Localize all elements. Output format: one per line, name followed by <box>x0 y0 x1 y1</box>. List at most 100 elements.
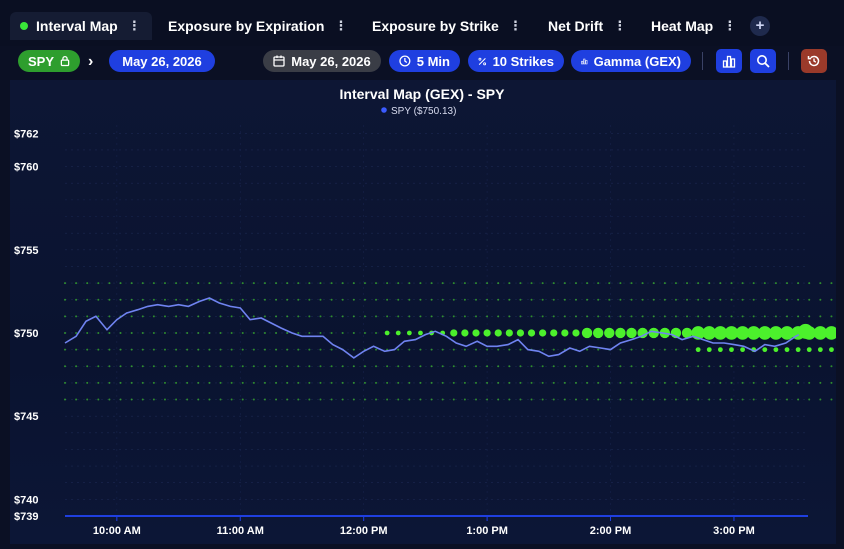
gex-dot <box>75 349 77 351</box>
gex-dot <box>331 382 333 384</box>
gex-dot <box>75 299 77 301</box>
tab-menu-icon[interactable]: ⋮ <box>334 18 347 34</box>
gex-dot <box>397 349 399 351</box>
gex-dot <box>653 382 655 384</box>
gex-dot <box>742 315 744 317</box>
gex-dot <box>575 365 577 367</box>
gex-dot <box>797 315 799 317</box>
gex-dot <box>697 399 699 401</box>
gex-dot <box>408 382 410 384</box>
chart-view-button[interactable] <box>716 49 742 73</box>
tab-menu-icon[interactable]: ⋮ <box>509 18 522 34</box>
gex-dot <box>131 282 133 284</box>
gex-dot <box>453 349 455 351</box>
interval-button[interactable]: 5 Min <box>389 50 460 72</box>
gex-dot <box>586 282 588 284</box>
date-select-button[interactable]: May 26, 2026 <box>109 50 215 72</box>
tab-menu-icon[interactable]: ⋮ <box>613 18 626 34</box>
gex-dot <box>75 332 77 334</box>
gex-dot <box>275 382 277 384</box>
gex-dot <box>797 399 799 401</box>
gex-dot <box>675 315 677 317</box>
gex-dot <box>164 315 166 317</box>
legend-marker <box>381 107 387 113</box>
gex-dot <box>830 282 832 284</box>
gex-dot <box>264 365 266 367</box>
gex-dot <box>604 328 614 338</box>
gex-dot <box>142 399 144 401</box>
gex-dot <box>153 332 155 334</box>
gex-dot <box>575 382 577 384</box>
reset-button[interactable] <box>801 49 827 73</box>
gex-dot <box>264 282 266 284</box>
gex-dot <box>486 349 488 351</box>
gex-dot <box>442 399 444 401</box>
add-tab-button[interactable]: + <box>750 16 770 36</box>
gex-dot <box>197 299 199 301</box>
gex-dot <box>742 382 744 384</box>
tab-bar: Interval Map ⋮ Exposure by Expiration ⋮ … <box>0 0 844 46</box>
gex-dot <box>319 282 321 284</box>
tab-interval-map[interactable]: Interval Map ⋮ <box>10 12 152 40</box>
gex-dot <box>553 349 555 351</box>
tab-net-drift[interactable]: Net Drift ⋮ <box>538 12 636 40</box>
gex-dot <box>664 299 666 301</box>
gex-dot <box>375 349 377 351</box>
gex-dot <box>608 382 610 384</box>
gex-dot <box>308 382 310 384</box>
gex-dot <box>231 282 233 284</box>
ticker-button[interactable]: SPY <box>18 50 80 72</box>
gex-dot <box>175 365 177 367</box>
gex-dot <box>818 347 823 352</box>
gex-dot <box>486 382 488 384</box>
gex-dot <box>220 365 222 367</box>
gex-dot <box>597 315 599 317</box>
gex-dot <box>542 282 544 284</box>
gex-dot <box>531 299 533 301</box>
bar-chart-icon <box>722 55 736 68</box>
gex-dot <box>242 299 244 301</box>
tab-menu-icon[interactable]: ⋮ <box>128 18 141 34</box>
strikes-button[interactable]: 10 Strikes <box>468 50 564 72</box>
interval-map-chart[interactable]: Interval Map (GEX) - SPY SPY ($750.13) $… <box>10 80 836 544</box>
gex-dot <box>231 299 233 301</box>
gex-dot <box>131 299 133 301</box>
gex-dot <box>664 315 666 317</box>
tab-heat-map[interactable]: Heat Map ⋮ <box>641 12 746 40</box>
gex-dot <box>319 332 321 334</box>
legend-label[interactable]: SPY ($750.13) <box>391 106 456 117</box>
gex-dot <box>186 332 188 334</box>
gex-dot <box>542 299 544 301</box>
gex-dot <box>586 365 588 367</box>
gex-dot <box>231 365 233 367</box>
date-filter-button[interactable]: May 26, 2026 <box>263 50 381 72</box>
gex-dot <box>319 299 321 301</box>
gex-dot <box>531 399 533 401</box>
gex-dot <box>819 315 821 317</box>
gex-dot <box>453 315 455 317</box>
tab-label: Heat Map <box>651 18 713 34</box>
tab-menu-icon[interactable]: ⋮ <box>723 18 736 34</box>
metric-button[interactable]: Gamma (GEX) <box>571 50 691 72</box>
gex-dot <box>708 365 710 367</box>
gex-dot <box>86 332 88 334</box>
tab-exposure-by-expiration[interactable]: Exposure by Expiration ⋮ <box>158 12 357 40</box>
gex-dot <box>575 399 577 401</box>
gex-dot <box>75 282 77 284</box>
gex-dot <box>461 329 468 336</box>
gex-dot <box>564 365 566 367</box>
gex-dot <box>342 282 344 284</box>
gex-dot <box>286 365 288 367</box>
gex-dot <box>153 399 155 401</box>
gex-dot <box>764 382 766 384</box>
tab-exposure-by-strike[interactable]: Exposure by Strike ⋮ <box>362 12 532 40</box>
gex-dot <box>408 349 410 351</box>
gex-dot <box>86 399 88 401</box>
gex-dot <box>564 282 566 284</box>
gex-dot <box>397 315 399 317</box>
search-button[interactable] <box>750 49 776 73</box>
gex-dot <box>575 299 577 301</box>
tab-label: Interval Map <box>36 18 118 34</box>
gex-dot <box>419 299 421 301</box>
gex-dot <box>308 282 310 284</box>
